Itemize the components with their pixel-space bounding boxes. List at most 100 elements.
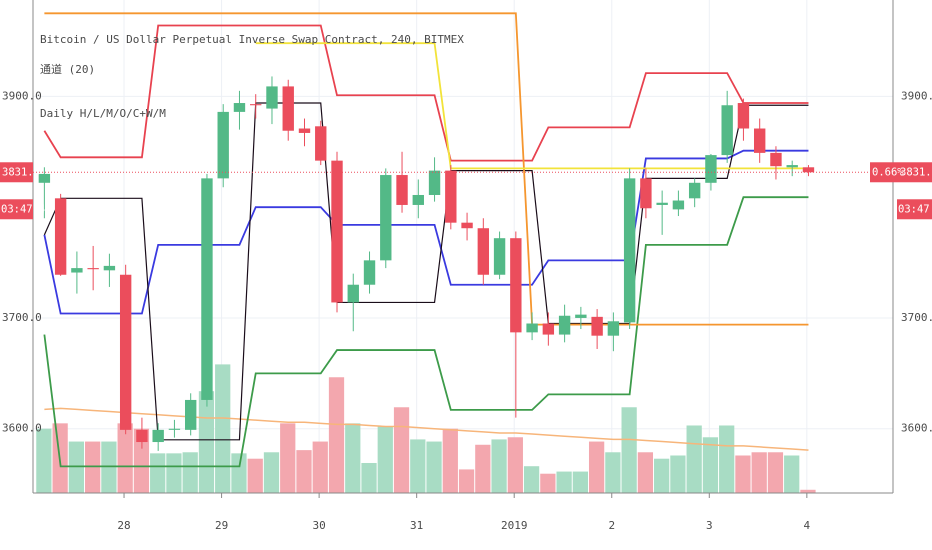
volume-bar xyxy=(572,471,588,493)
candle-body xyxy=(705,155,717,183)
volume-bar xyxy=(410,439,426,493)
indicator-line xyxy=(44,12,809,326)
candle-body xyxy=(185,399,197,430)
candle-body xyxy=(347,284,359,303)
candle-body xyxy=(298,128,311,133)
x-tick-label: 31 xyxy=(410,519,423,532)
volume-bar xyxy=(458,469,475,493)
volume-bar xyxy=(670,455,686,493)
volume-bar xyxy=(686,425,702,493)
candle-body xyxy=(331,160,343,303)
candle-body xyxy=(754,128,766,153)
volume-bar xyxy=(784,455,800,493)
volume-bar xyxy=(475,444,491,493)
volume-bar xyxy=(393,407,410,493)
candle-body xyxy=(412,194,424,205)
change-text: 0.66% xyxy=(872,166,904,178)
candle-body xyxy=(266,86,278,109)
volume-bar xyxy=(507,437,523,493)
countdown-tag xyxy=(0,199,33,220)
volume-bar xyxy=(231,453,247,493)
volume-bar xyxy=(800,489,816,493)
volume-bar xyxy=(36,428,52,493)
indicator-line xyxy=(43,196,809,468)
candle-body xyxy=(591,316,603,336)
volume-bar xyxy=(491,439,507,493)
candle-body xyxy=(493,238,506,275)
candle-body xyxy=(315,126,327,161)
grid xyxy=(33,0,893,493)
candle-body xyxy=(136,429,148,443)
y-tick-label: 3700.0 xyxy=(2,311,42,324)
candle-body xyxy=(737,103,750,129)
volume-bar xyxy=(345,423,361,493)
volume-bar xyxy=(719,425,735,493)
candle-body xyxy=(623,178,636,323)
y-tick-label: 3900.0 xyxy=(2,89,42,102)
volume-bar xyxy=(751,452,767,493)
price-tag xyxy=(0,162,33,183)
volume-bar xyxy=(588,441,605,493)
candle-body xyxy=(38,173,51,183)
price-tag-text: 3831.5 xyxy=(900,166,932,178)
volume-bar xyxy=(280,423,296,493)
candle-body xyxy=(461,222,473,229)
volume-bar xyxy=(117,423,133,493)
y-tick-label: 3600.0 xyxy=(2,422,42,435)
candle-body xyxy=(688,182,701,199)
volume-bar xyxy=(426,441,442,493)
volume-ma xyxy=(44,407,809,451)
candle-body xyxy=(233,103,246,112)
candle-body xyxy=(380,175,392,261)
candle-body xyxy=(119,274,132,430)
candle-body xyxy=(510,238,522,333)
candle-body xyxy=(575,314,587,318)
volume-bar xyxy=(654,458,670,493)
x-tick-label: 2 xyxy=(608,519,615,532)
volume-bar xyxy=(296,450,312,493)
price-tag xyxy=(870,162,932,183)
candle-body xyxy=(363,260,376,285)
volume-bar xyxy=(312,441,328,493)
volume-bar xyxy=(735,455,751,493)
candle-body xyxy=(721,105,733,156)
candle-body xyxy=(672,200,685,210)
candle-body xyxy=(396,175,408,205)
volume-bar xyxy=(442,428,458,493)
candle-body xyxy=(250,104,262,106)
candle-body xyxy=(477,228,490,275)
x-tick-label: 28 xyxy=(117,519,130,532)
countdown-text: 03:47:48 xyxy=(898,203,932,215)
x-tick-label: 3 xyxy=(706,519,713,532)
candle-body xyxy=(656,202,668,205)
volume-bar xyxy=(166,453,182,493)
candle-body xyxy=(445,170,457,223)
x-tick-label: 4 xyxy=(804,519,811,532)
candle-body xyxy=(103,265,116,271)
axes: 3600.0 3600.0 3700.0 3700.0 3900.0 3900.0 28 29… xyxy=(0,0,932,532)
volume xyxy=(36,364,816,493)
candle-body xyxy=(168,428,181,430)
candle-body xyxy=(54,198,67,275)
y-tick-label: 3700.0 xyxy=(901,311,932,324)
y-tick-label: 3600.0 xyxy=(901,422,932,435)
candle-body xyxy=(526,323,538,333)
y-tick-label: 3900.0 xyxy=(901,89,932,102)
candle-body xyxy=(802,167,815,173)
volume-bar xyxy=(263,452,280,493)
volume-bar xyxy=(377,426,393,493)
candle-body xyxy=(201,178,213,400)
indicator-line xyxy=(43,24,809,162)
candle-body xyxy=(558,315,571,335)
volume-bar xyxy=(637,452,654,493)
candle-body xyxy=(87,268,99,270)
volume-bar xyxy=(361,462,377,493)
volume-bar xyxy=(150,453,166,493)
candle-body xyxy=(428,170,441,195)
candle-body xyxy=(217,111,229,179)
indicator-label: 通道 (20) xyxy=(40,62,95,76)
indicator-line xyxy=(43,102,809,441)
volume-bar xyxy=(556,471,572,493)
indicator-label: Daily H/L/M/O/C+W/M xyxy=(40,107,166,120)
